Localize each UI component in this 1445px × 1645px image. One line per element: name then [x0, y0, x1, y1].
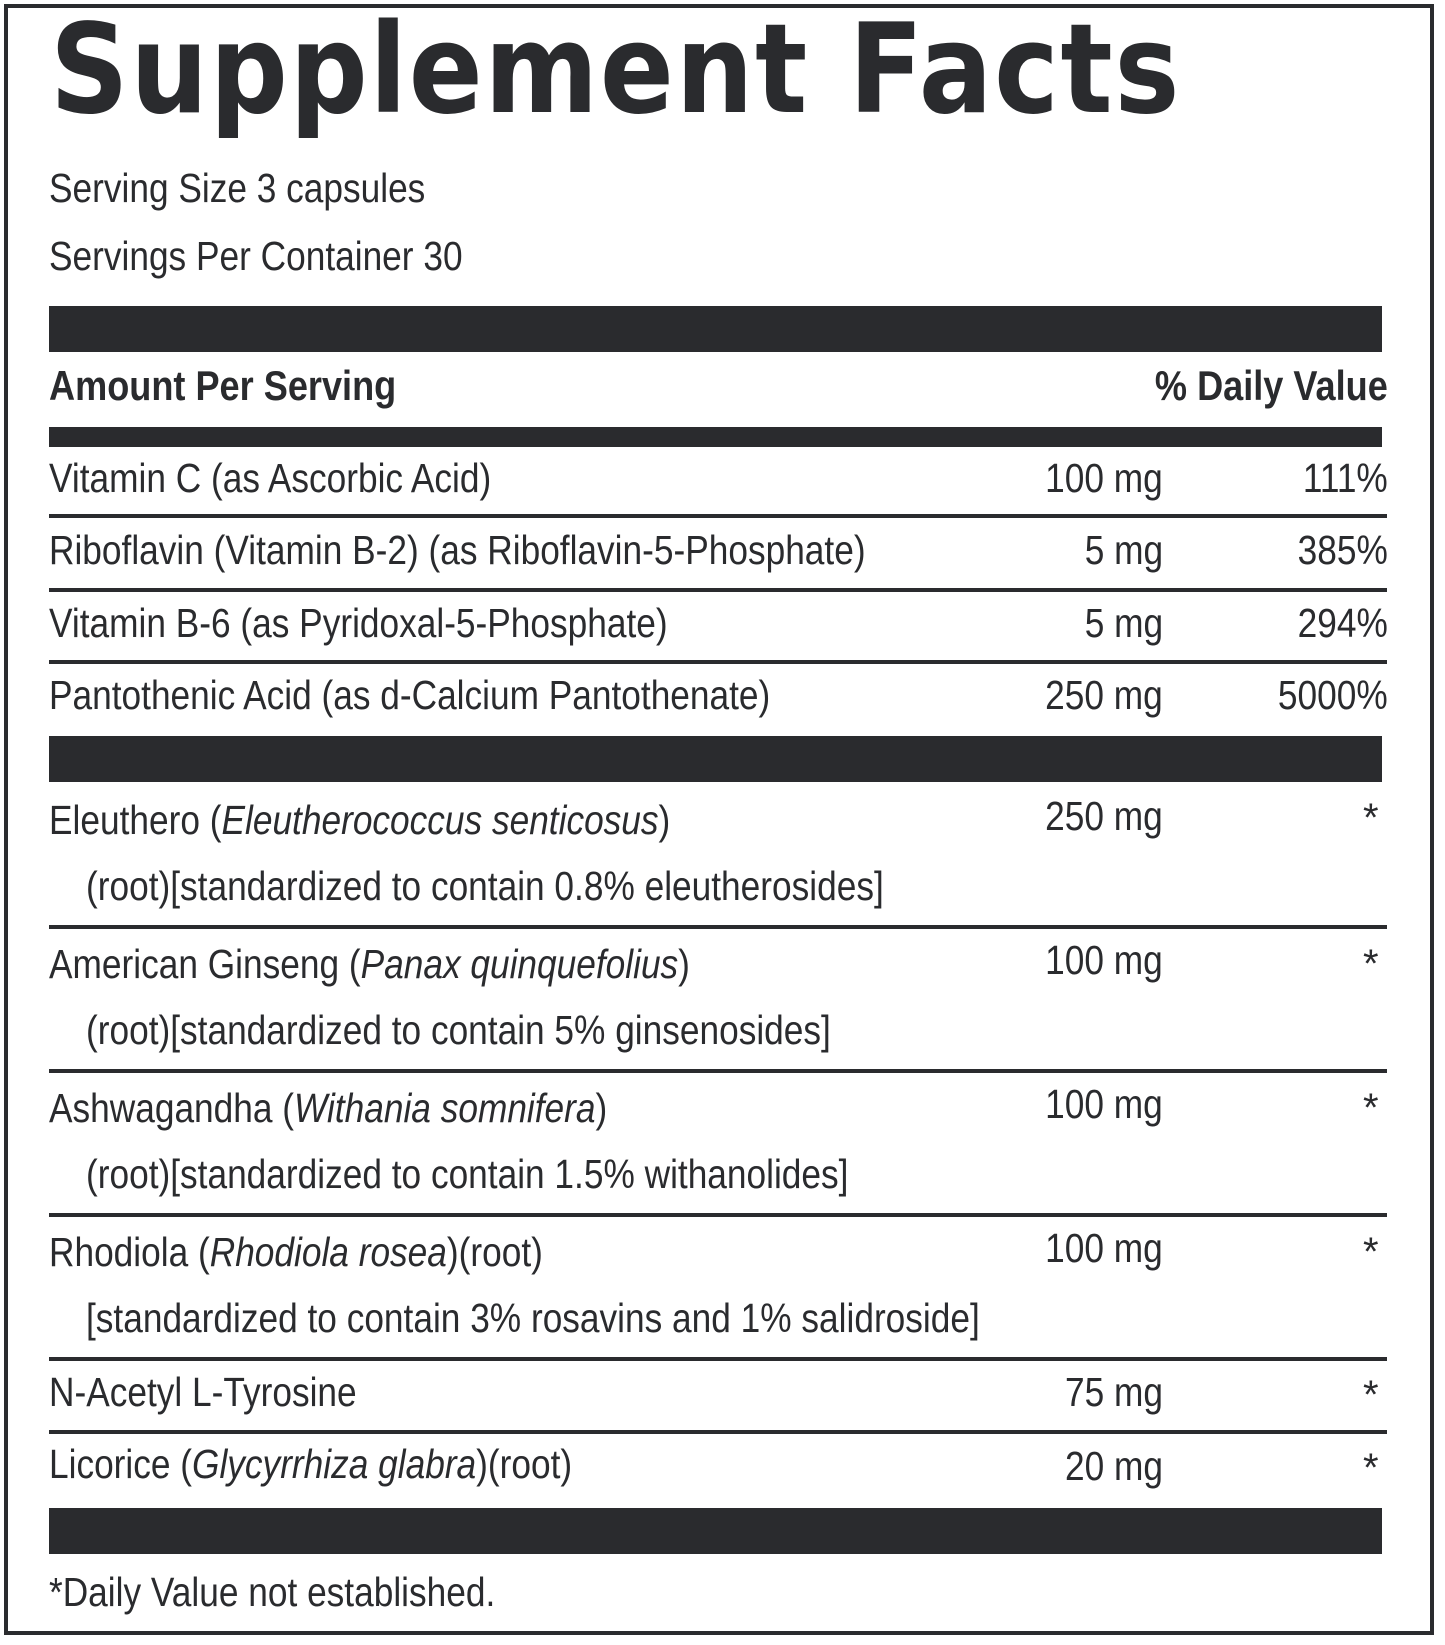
riboflavin-name: Riboflavin (Vitamin B-2) (as Riboflavin-… — [49, 527, 866, 573]
pantothenic-acid-amount: 250 mg — [1045, 672, 1163, 718]
vitamin-b6-name: Vitamin B-6 (as Pyridoxal-5-Phosphate) — [49, 600, 668, 646]
row-divider — [49, 514, 1387, 518]
row-divider — [49, 660, 1387, 664]
licorice-name: Licorice (Glycyrrhiza glabra)(root) — [49, 1441, 573, 1487]
vitamin-c-name: Vitamin C (as Ascorbic Acid) — [49, 455, 492, 501]
n-acetyl-l-tyrosine-dv: * — [1363, 1373, 1379, 1417]
eleuthero-amount: 250 mg — [1045, 793, 1163, 839]
riboflavin-amount: 5 mg — [1084, 527, 1163, 573]
eleuthero-dv: * — [1363, 796, 1379, 840]
footnote: *Daily Value not established. — [49, 1569, 496, 1615]
rhodiola-dv: * — [1363, 1230, 1379, 1274]
n-acetyl-l-tyrosine-amount: 75 mg — [1065, 1369, 1163, 1415]
ashwagandha-dv: * — [1363, 1086, 1379, 1130]
serving-size: Serving Size 3 capsules — [49, 165, 426, 211]
riboflavin-dv: 385% — [1297, 527, 1388, 573]
eleuthero-detail: (root)[standardized to contain 0.8% eleu… — [86, 863, 884, 909]
servings-per-container: Servings Per Container 30 — [49, 233, 463, 279]
licorice-dv: * — [1363, 1446, 1379, 1490]
row-divider — [49, 1213, 1387, 1217]
row-divider — [49, 1430, 1387, 1434]
american-ginseng-dv: * — [1363, 942, 1379, 986]
eleuthero-name: Eleuthero (Eleutherococcus senticosus) — [49, 797, 671, 843]
row-divider — [49, 1069, 1387, 1073]
vitamin-b6-amount: 5 mg — [1084, 600, 1163, 646]
daily-value-heading: % Daily Value — [1155, 362, 1388, 409]
american-ginseng-detail: (root)[standardized to contain 5% ginsen… — [86, 1007, 831, 1053]
rhodiola-detail: [standardized to contain 3% rosavins and… — [86, 1295, 980, 1341]
thick-divider-middle — [49, 736, 1382, 782]
vitamin-c-amount: 100 mg — [1045, 455, 1163, 501]
vitamin-b6-dv: 294% — [1297, 600, 1388, 646]
ashwagandha-name: Ashwagandha (Withania somnifera) — [49, 1085, 608, 1131]
amount-per-serving-heading: Amount Per Serving — [49, 362, 397, 409]
vitamin-c-dv: 111% — [1303, 455, 1388, 501]
rhodiola-amount: 100 mg — [1045, 1225, 1163, 1271]
medium-divider — [49, 427, 1382, 447]
pantothenic-acid-dv: 5000% — [1278, 672, 1388, 718]
row-divider — [49, 925, 1387, 929]
ashwagandha-amount: 100 mg — [1045, 1081, 1163, 1127]
pantothenic-acid-name: Pantothenic Acid (as d-Calcium Pantothen… — [49, 672, 771, 718]
rhodiola-name: Rhodiola (Rhodiola rosea)(root) — [49, 1229, 543, 1275]
n-acetyl-l-tyrosine-name: N-Acetyl L-Tyrosine — [49, 1369, 357, 1415]
american-ginseng-amount: 100 mg — [1045, 937, 1163, 983]
thick-divider-top — [49, 306, 1382, 352]
row-divider — [49, 588, 1387, 592]
panel-title: Supplement Facts — [50, 0, 1182, 142]
thick-divider-bottom — [49, 1508, 1382, 1554]
american-ginseng-name: American Ginseng (Panax quinquefolius) — [49, 941, 690, 987]
row-divider — [49, 1357, 1387, 1361]
ashwagandha-detail: (root)[standardized to contain 1.5% with… — [86, 1151, 849, 1197]
licorice-amount: 20 mg — [1065, 1443, 1163, 1489]
supplement-facts-panel — [4, 4, 1434, 1635]
